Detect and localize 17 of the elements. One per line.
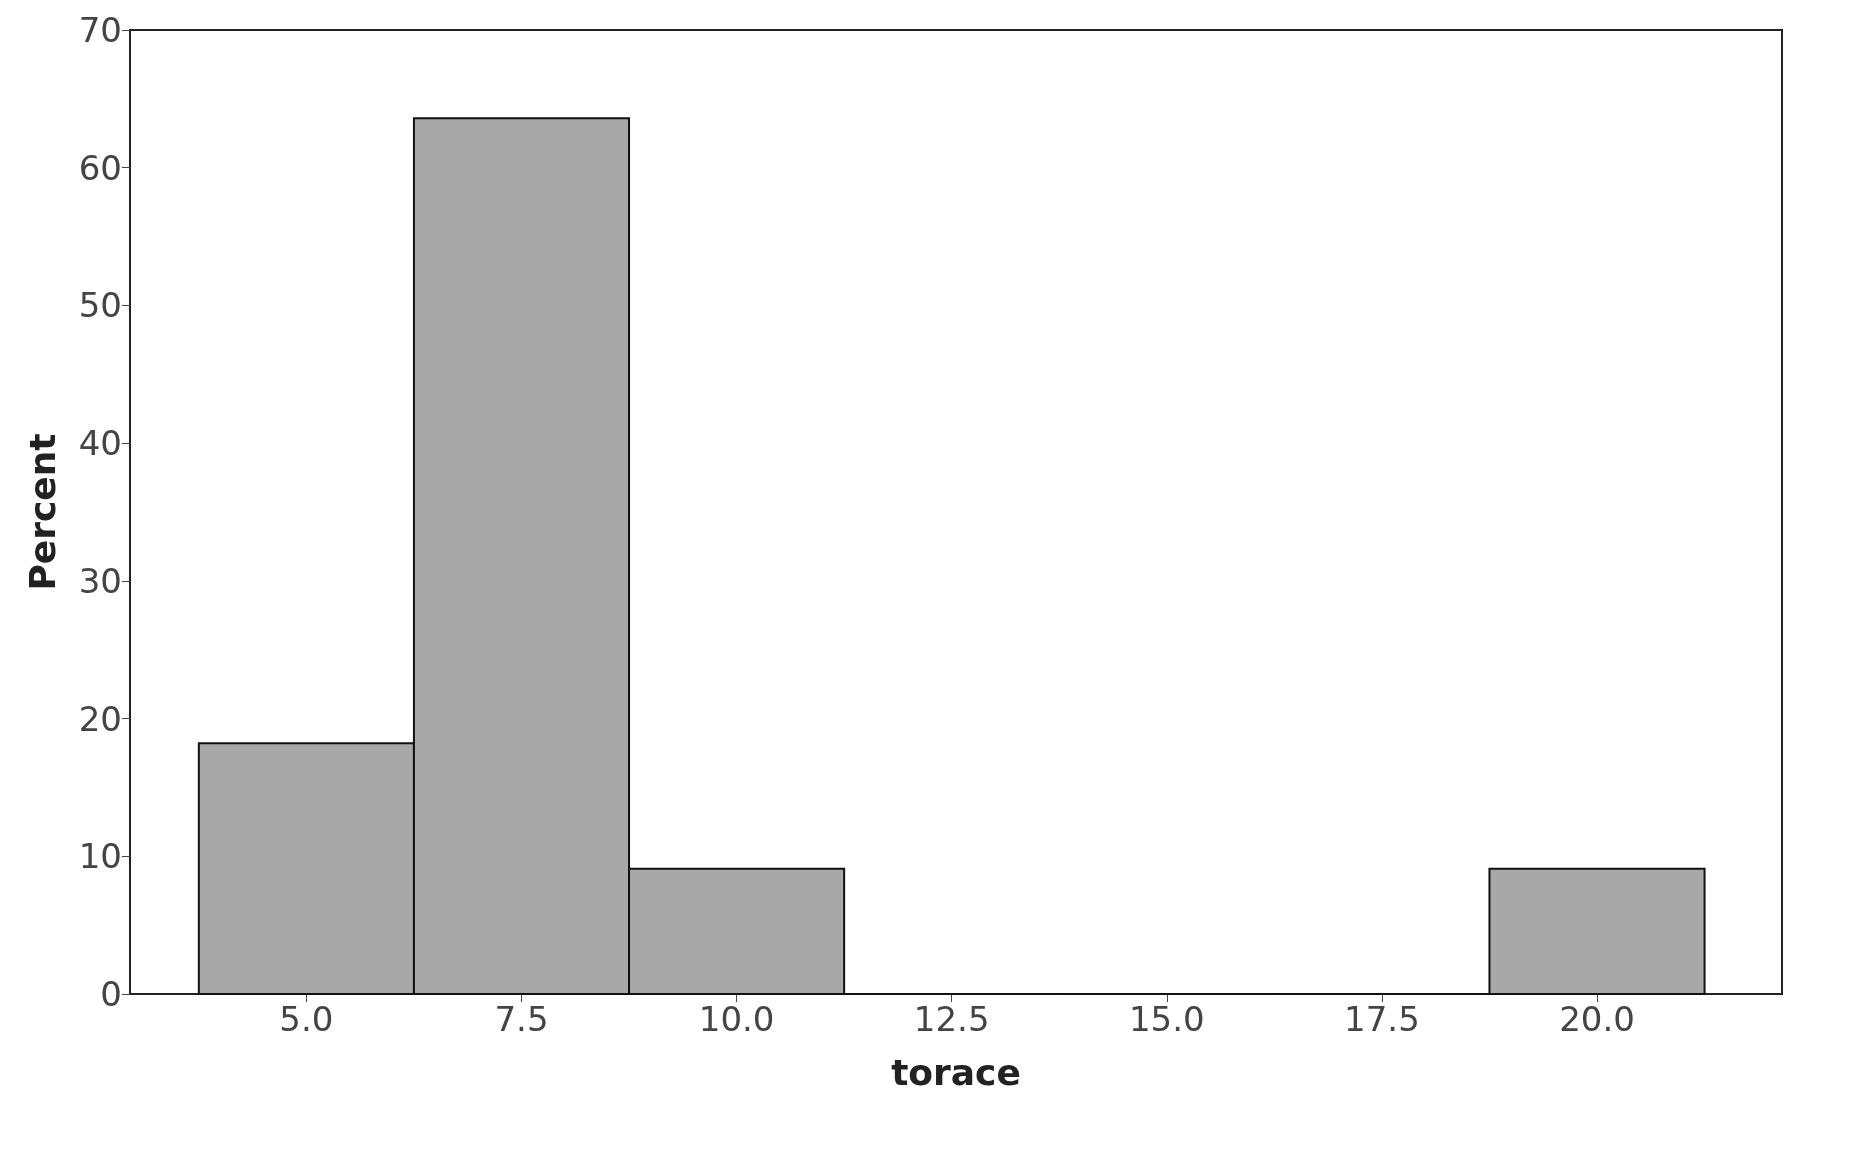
x-tick-label: 17.5 (1344, 999, 1420, 1039)
y-tick-label: 30 (78, 560, 122, 601)
y-tick-label: 60 (78, 147, 122, 188)
y-tick-label: 40 (78, 423, 122, 464)
y-tick-label: 20 (78, 698, 122, 739)
x-tick-label: 20.0 (1559, 999, 1635, 1039)
y-tick-label: 70 (78, 10, 122, 50)
y-tick-label: 50 (78, 285, 122, 326)
x-tick-label: 10.0 (698, 999, 775, 1039)
y-tick-label: 0 (100, 974, 122, 1014)
y-tick-label: 10 (78, 836, 122, 877)
x-tick-label: 15.0 (1128, 999, 1205, 1039)
x-tick-label: 12.5 (913, 999, 990, 1039)
x-tick-label: 5.0 (279, 999, 334, 1039)
x-axis-title: torace (891, 1051, 1021, 1093)
y-axis-title: Percent (21, 433, 63, 591)
x-tick-label: 7.5 (494, 999, 549, 1039)
